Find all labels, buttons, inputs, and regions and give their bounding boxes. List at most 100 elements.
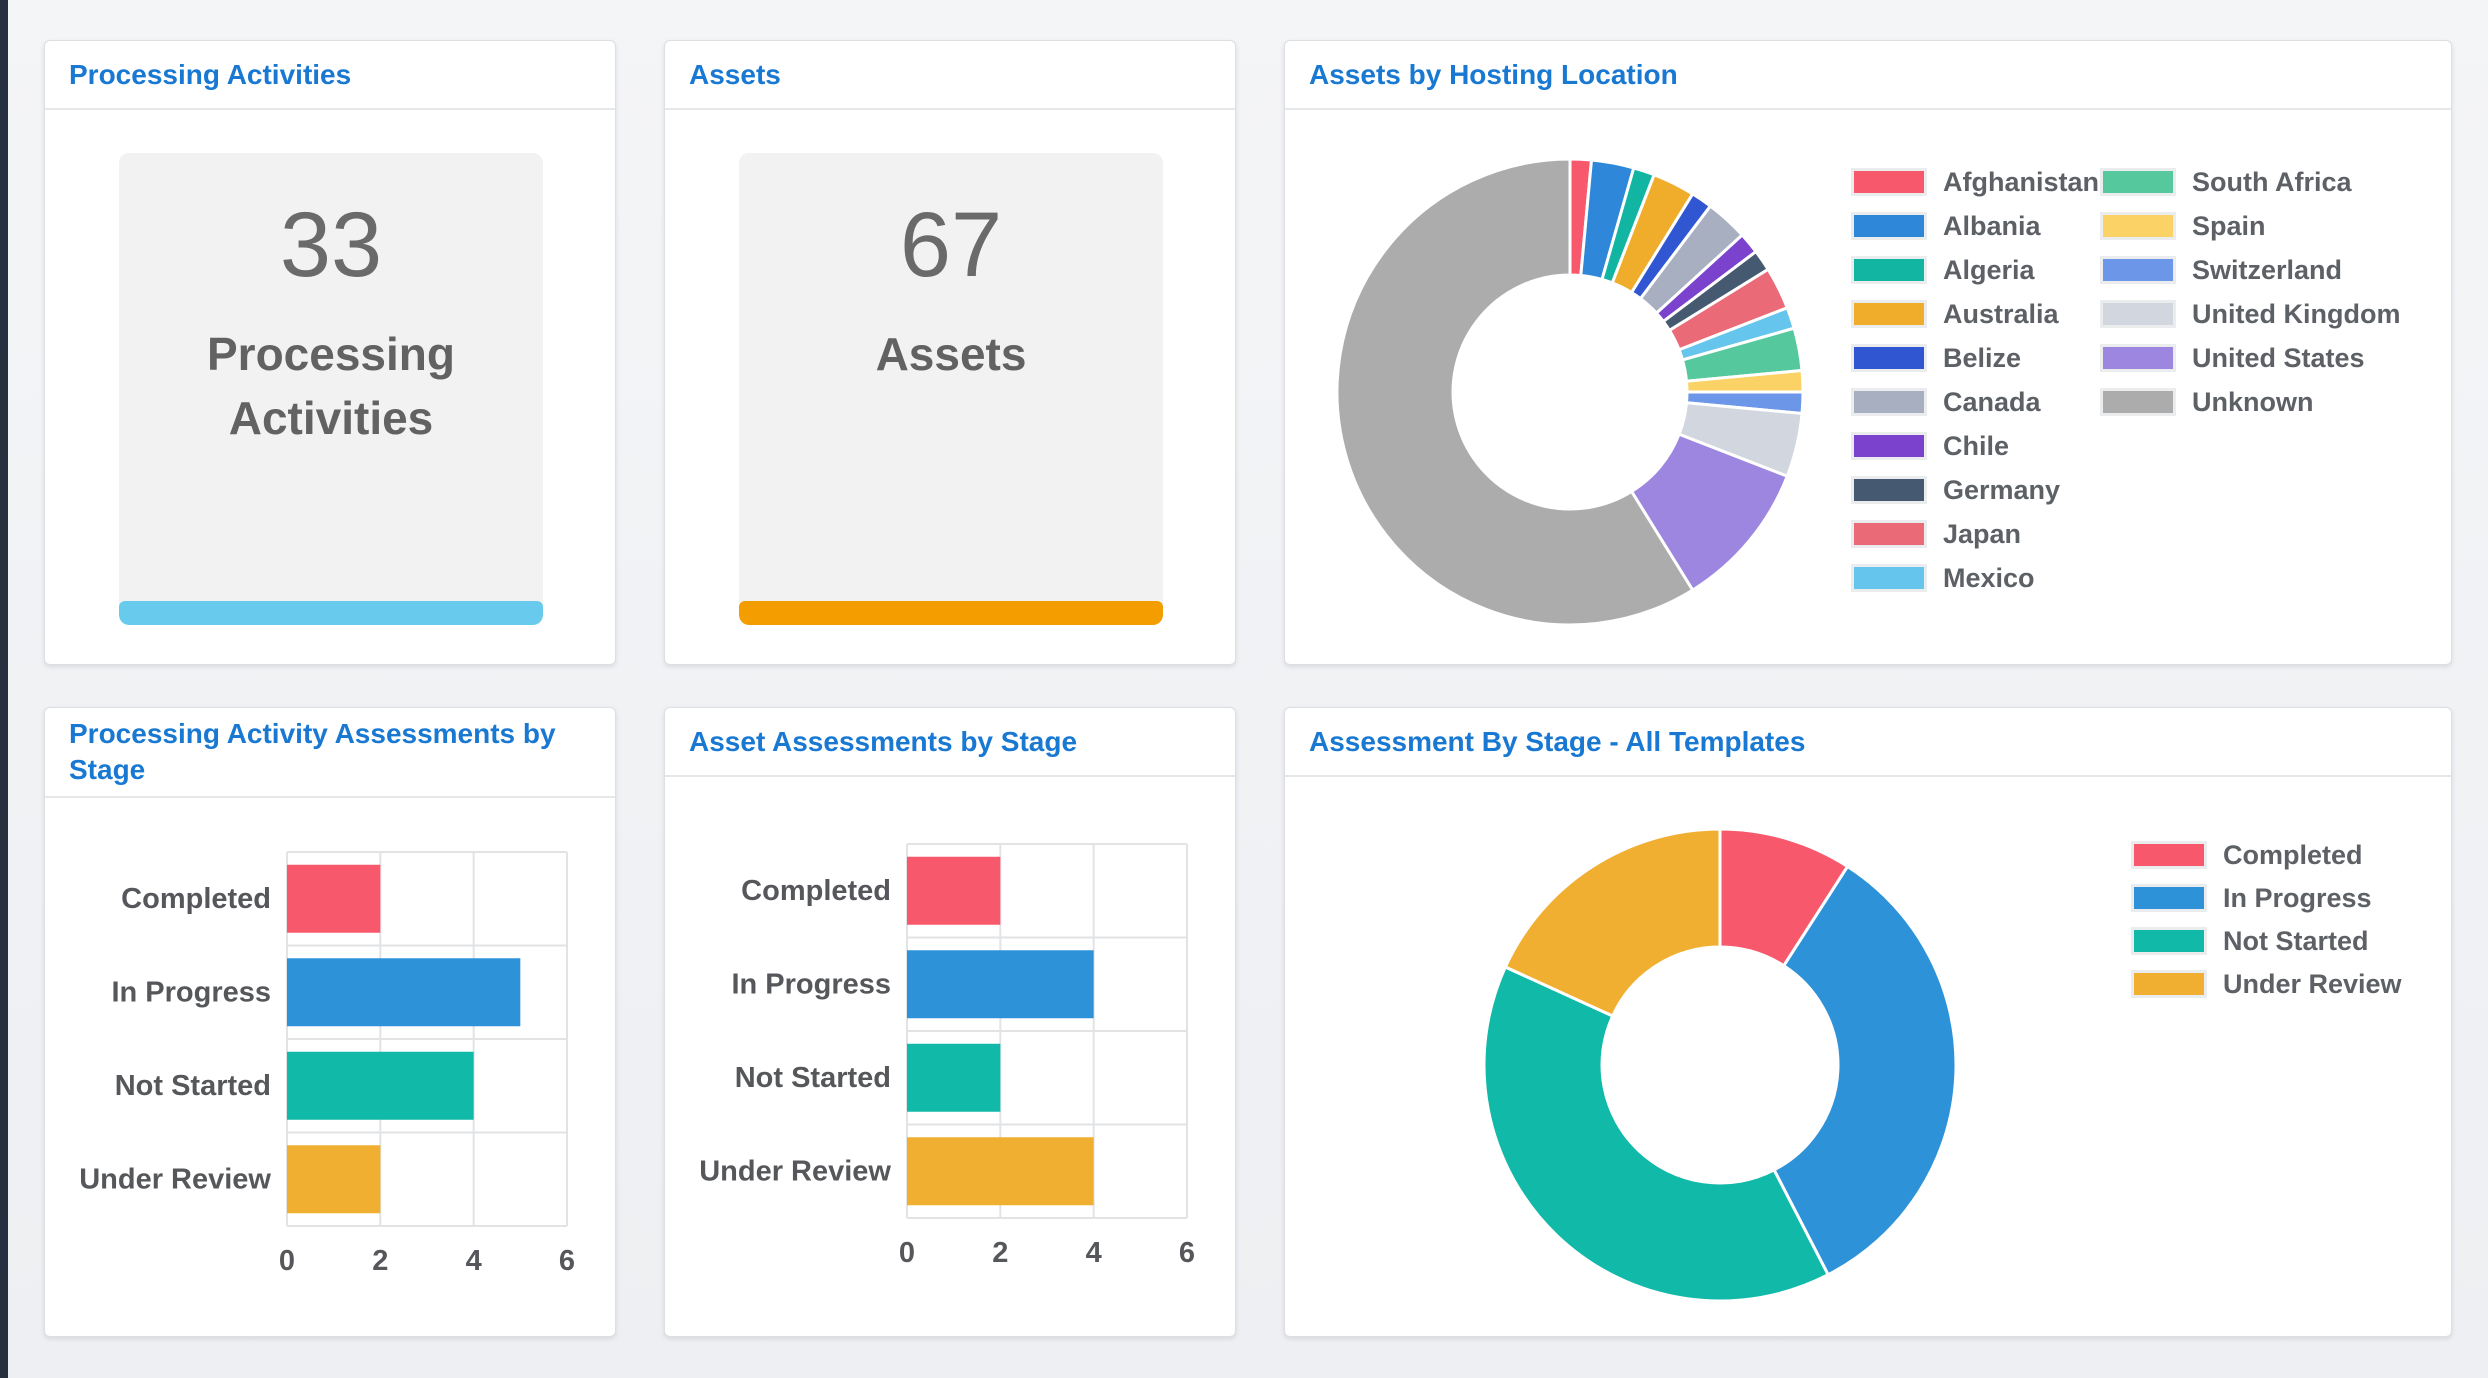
- legend-label: Completed: [2223, 839, 2363, 870]
- legend-item-australia[interactable]: Australia: [1851, 299, 2099, 329]
- card-title: Processing Activity Assessments by Stage: [69, 718, 556, 785]
- legend-label: Afghanistan: [1943, 166, 2100, 197]
- category-label: Under Review: [79, 1163, 271, 1195]
- metric-panel: 33 Processing Activities: [119, 153, 543, 625]
- legend-item-spain[interactable]: Spain: [2100, 211, 2400, 241]
- metric-accent-bar: [739, 601, 1163, 625]
- legend-item-japan[interactable]: Japan: [1851, 518, 2099, 549]
- legend-item-switzerland[interactable]: Switzerland: [2100, 255, 2400, 285]
- card-header: Processing Activities: [45, 41, 615, 110]
- card-header: Asset Assessments by Stage: [665, 708, 1235, 777]
- legend-label: Canada: [1943, 386, 2041, 417]
- donut-slice-under-review[interactable]: [1503, 827, 1722, 1018]
- card-title: Processing Activities: [69, 58, 352, 90]
- metric-label: Assets: [875, 327, 1027, 380]
- legend-item-not-started[interactable]: Not Started: [2131, 926, 2402, 956]
- metric-label: Processing Activities: [207, 327, 455, 444]
- legend-color-swatch: [2100, 388, 2176, 416]
- bar-completed[interactable]: [907, 856, 1001, 925]
- bar-completed[interactable]: [287, 864, 381, 933]
- legend-color-swatch: [1851, 212, 1927, 240]
- assets-card: Assets 67 Assets: [664, 40, 1236, 665]
- legend-color-swatch: [1851, 520, 1927, 548]
- legend-color-swatch: [1851, 388, 1927, 416]
- legend-item-chile[interactable]: Chile: [1851, 430, 2099, 461]
- processing-activities-card: Processing Activities 33 Processing Acti…: [44, 40, 616, 665]
- asset-assessments-bar-chart: 0 2 4 6 Completed In Progress Not Started Under…: [699, 843, 1195, 1269]
- assessment-by-stage-all-templates-card: Assessment By Stage - All Templates Comp…: [1284, 707, 2452, 1337]
- legend-label: Unknown: [2192, 386, 2314, 417]
- legend-item-under-review[interactable]: Under Review: [2131, 968, 2402, 999]
- legend-color-swatch: [2131, 927, 2207, 955]
- legend-item-belize[interactable]: Belize: [1851, 343, 2099, 373]
- legend-label: United Kingdom: [2192, 298, 2401, 329]
- donut-slice-not-started[interactable]: [1482, 965, 1830, 1303]
- x-tick-label: 2: [372, 1245, 388, 1277]
- category-label: Under Review: [699, 1155, 891, 1187]
- legend-color-swatch: [2131, 841, 2207, 869]
- bar-under-review[interactable]: [907, 1137, 1094, 1206]
- legend-item-completed[interactable]: Completed: [2131, 839, 2402, 870]
- bar-in-progress[interactable]: [907, 950, 1094, 1019]
- card-header: Assets by Hosting Location: [1285, 41, 2451, 110]
- stage-legend: Completed In Progress Not Started Under Rev…: [2131, 839, 2402, 1013]
- legend-item-germany[interactable]: Germany: [1851, 474, 2099, 505]
- all-templates-donut-chart: [1482, 827, 1958, 1303]
- collapsed-sidebar-edge: [0, 0, 8, 1378]
- legend-item-mexico[interactable]: Mexico: [1851, 563, 2099, 593]
- legend-label: Under Review: [2223, 968, 2402, 999]
- legend-color-swatch: [2131, 884, 2207, 912]
- category-label: Not Started: [735, 1062, 891, 1094]
- asset-assessments-card: Asset Assessments by Stage 0 2 4 6 Completed…: [664, 707, 1236, 1337]
- legend-label: Germany: [1943, 474, 2061, 505]
- card-title: Assets: [689, 58, 781, 90]
- category-label: Completed: [741, 875, 891, 907]
- legend-item-albania[interactable]: Albania: [1851, 210, 2099, 241]
- legend-color-swatch: [1851, 432, 1927, 460]
- card-title: Assessment By Stage - All Templates: [1309, 725, 1806, 757]
- bar-not-started[interactable]: [907, 1043, 1001, 1112]
- hosting-legend-column-1: Afghanistan Albania Algeria Australia Belize…: [1851, 166, 2100, 608]
- legend-color-swatch: [2100, 256, 2176, 284]
- processing-activity-assessments-card: Processing Activity Assessments by Stage…: [44, 707, 616, 1337]
- legend-item-south-africa[interactable]: South Africa: [2100, 166, 2400, 197]
- legend-color-swatch: [1851, 300, 1927, 328]
- legend-label: Japan: [1943, 518, 2022, 549]
- x-tick-label: 4: [1086, 1237, 1102, 1269]
- legend-label: Algeria: [1943, 254, 2035, 285]
- legend-item-algeria[interactable]: Algeria: [1851, 254, 2099, 285]
- legend-color-swatch: [2100, 300, 2176, 328]
- legend-color-swatch: [1851, 476, 1927, 504]
- x-tick-label: 0: [279, 1245, 295, 1277]
- legend-label: In Progress: [2223, 882, 2372, 913]
- card-header: Processing Activity Assessments by Stage: [45, 708, 615, 798]
- bar-under-review[interactable]: [287, 1145, 381, 1214]
- legend-label: Albania: [1943, 210, 2041, 241]
- legend-color-swatch: [2131, 970, 2207, 998]
- x-tick-label: 4: [466, 1245, 482, 1277]
- assets-by-hosting-location-card: Assets by Hosting Location Afghanistan Al…: [1284, 40, 2452, 665]
- legend-item-united-states[interactable]: United States: [2100, 342, 2400, 373]
- bar-in-progress[interactable]: [287, 958, 521, 1027]
- pa-assessments-bar-chart: 0 2 4 6 Completed In Progress Not Started Under…: [79, 851, 575, 1277]
- legend-label: South Africa: [2192, 166, 2352, 197]
- legend-color-swatch: [2100, 344, 2176, 372]
- card-header: Assessment By Stage - All Templates: [1285, 708, 2451, 777]
- legend-item-unknown[interactable]: Unknown: [2100, 386, 2400, 417]
- bar-not-started[interactable]: [287, 1051, 474, 1120]
- legend-color-swatch: [1851, 564, 1927, 592]
- card-title: Asset Assessments by Stage: [689, 725, 1078, 757]
- legend-label: United States: [2192, 342, 2365, 373]
- donut-slice-unknown[interactable]: [1335, 157, 1695, 627]
- legend-label: Chile: [1943, 430, 2010, 461]
- legend-item-canada[interactable]: Canada: [1851, 386, 2099, 417]
- category-label: Completed: [121, 883, 271, 915]
- legend-color-swatch: [2100, 168, 2176, 196]
- category-label: In Progress: [731, 968, 891, 1000]
- legend-item-united-kingdom[interactable]: United Kingdom: [2100, 298, 2401, 329]
- donut-slice-in-progress[interactable]: [1772, 864, 1958, 1277]
- legend-item-afghanistan[interactable]: Afghanistan: [1851, 166, 2100, 197]
- legend-item-in-progress[interactable]: In Progress: [2131, 882, 2402, 913]
- x-tick-label: 0: [899, 1237, 915, 1269]
- metric-accent-bar: [119, 601, 543, 625]
